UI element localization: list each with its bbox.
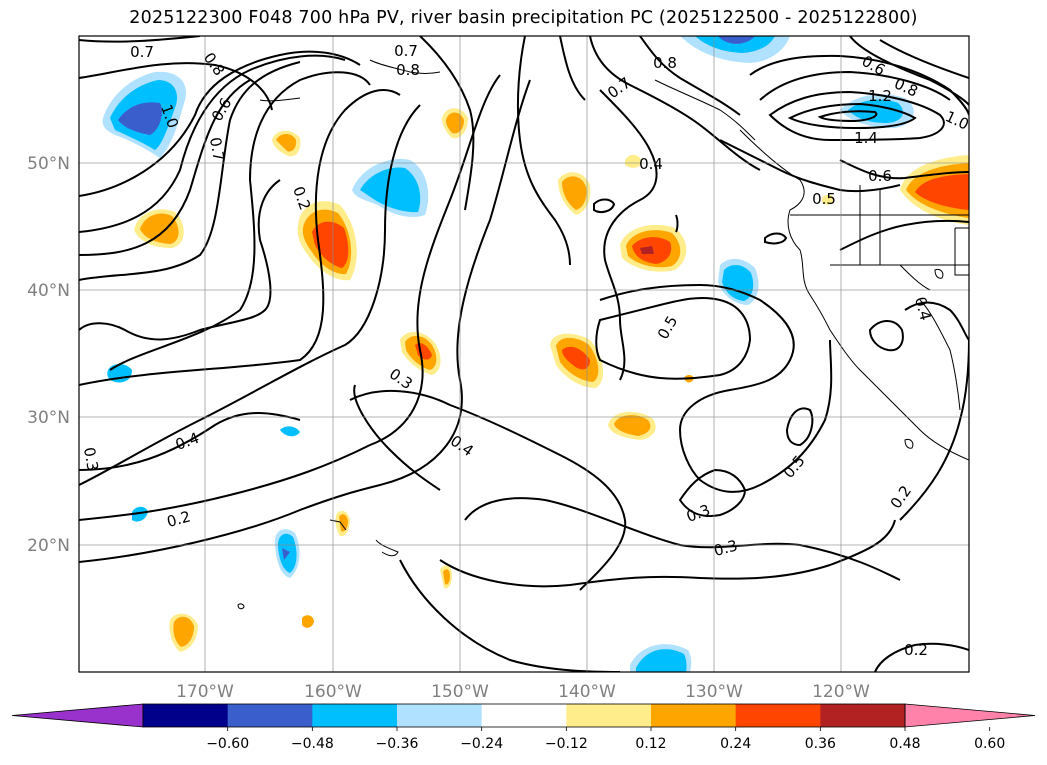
map-title: 2025122300 F048 700 hPa PV, river basin … [129,8,918,28]
contour-label: 0.8 [396,61,420,79]
contour-label: 0.7 [130,43,154,61]
contour-label: 0.8 [653,54,677,72]
contour-label: 1.4 [854,129,878,147]
colorbar-tick-label: −0.24 [460,736,503,752]
map-background [79,36,969,672]
contour-label: 0.4 [639,155,663,173]
colorbar-tick-label: 0.24 [720,736,751,752]
colorbar-tick-label: −0.12 [545,736,588,752]
lon-label: 150°W [431,682,489,702]
gridlines [79,36,969,672]
colorbar-tick-label: 0.48 [889,736,920,752]
pv-contours [79,36,969,672]
colorbar-segment [735,704,821,727]
lon-labels: 170°W 160°W 150°W 140°W 130°W 120°W [176,682,870,702]
colorbar-segment [143,704,229,727]
colorbar-frame [142,703,906,728]
contour-label: 0.6 [868,167,892,185]
colorbar-segment [397,704,483,727]
contour-label: 0.5 [812,190,836,208]
contour-label: 0.3 [80,446,102,473]
lat-label: 20°N [27,536,70,556]
lat-labels: 50°N 40°N 30°N 20°N [27,154,70,556]
contour-label: 0.2 [165,507,193,531]
contour-label: 0.4 [911,295,935,323]
lat-label: 40°N [27,281,70,301]
colorbar-segment [651,704,737,727]
map-content: 0.7 0.8 1.0 0.6 0.7 0.2 0.7 0.8 0.7 0.8 … [79,36,969,672]
coastlines [237,59,969,610]
colorbar-tick-label: 0.36 [805,736,836,752]
colorbar-segment [481,704,567,727]
colorbar-tick-label: −0.48 [291,736,334,752]
colorbar-extend-min [11,703,144,728]
lon-label: 170°W [176,682,234,702]
lon-label: 120°W [812,682,870,702]
lon-label: 140°W [558,682,616,702]
colorbar-tick-label: 0.60 [974,736,1005,752]
colorbar-tick-label: −0.36 [376,736,419,752]
contour-label: 0.3 [712,536,740,560]
lat-label: 30°N [27,408,70,428]
colorbar-segment [820,704,906,727]
colorbar: −0.60 −0.48 −0.36 −0.24 −0.12 0.12 0.24 0.36 0.4… [11,703,1036,752]
lon-label: 130°W [685,682,743,702]
lon-label: 160°W [304,682,362,702]
map-frame [78,35,970,673]
contour-label: 0.7 [206,136,228,163]
precip-shading [102,36,969,672]
contour-label: 1.2 [868,87,892,105]
colorbar-extend-max [904,703,1036,728]
colorbar-segment [227,704,313,727]
colorbar-segment [566,704,652,727]
contour-label: 0.7 [394,42,418,60]
lat-label: 50°N [27,154,70,174]
contour-label: 0.2 [904,641,928,659]
colorbar-tick-label: −0.60 [206,736,249,752]
colorbar-tick-label: 0.12 [635,736,666,752]
colorbar-segment [312,704,398,727]
